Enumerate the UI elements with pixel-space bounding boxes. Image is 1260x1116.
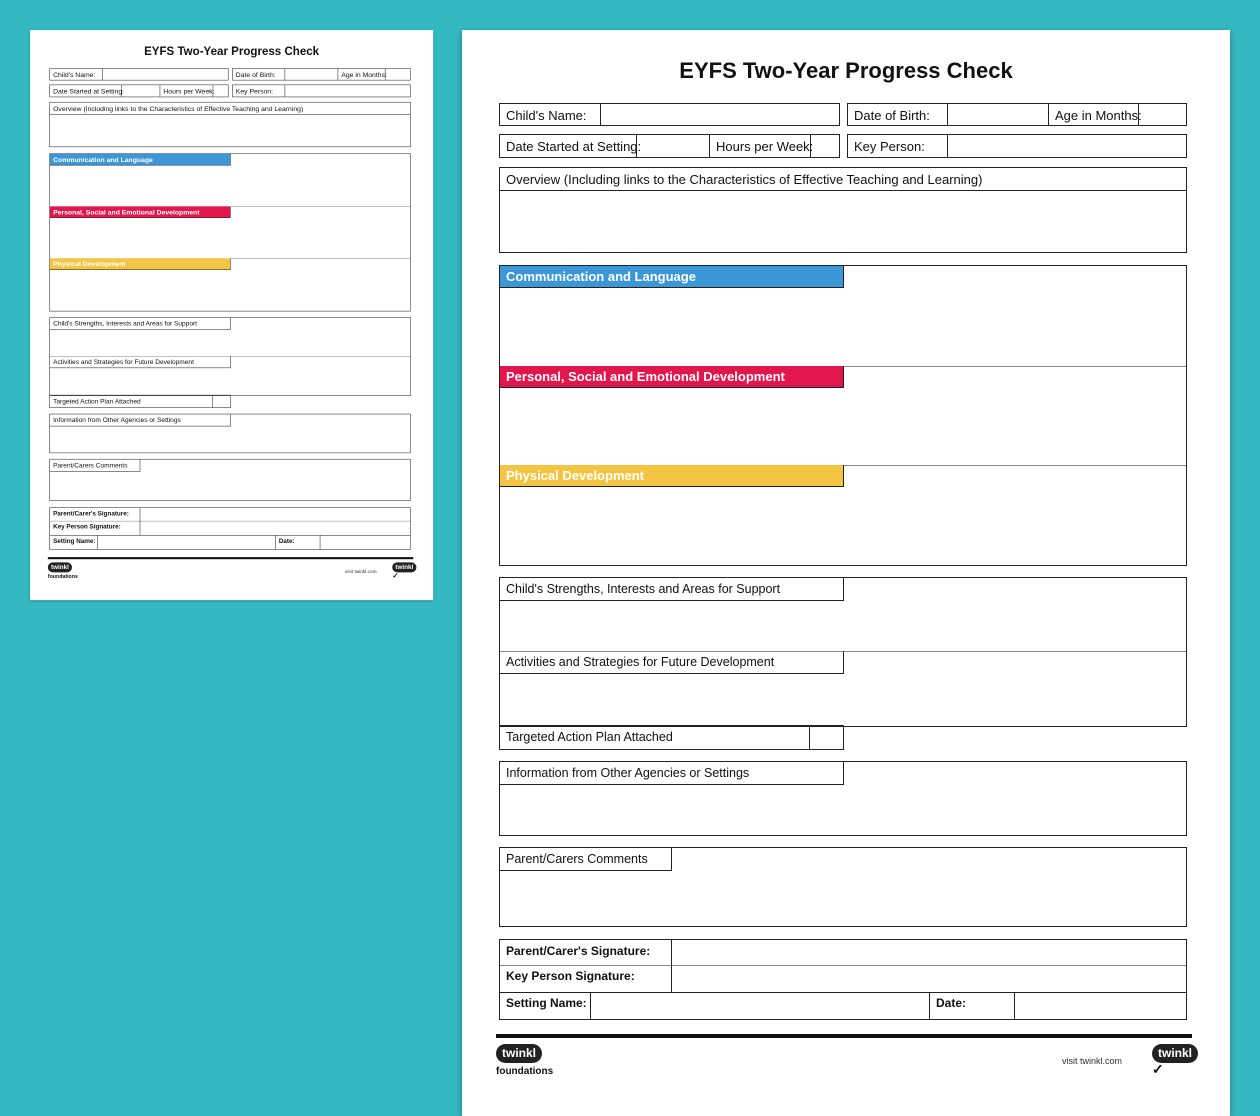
setting-name-field[interactable]: [98, 535, 276, 550]
area-physical-header: Physical Development: [500, 465, 844, 487]
childs-name-label: Child's Name:: [50, 68, 103, 80]
hours-label: Hours per Week:: [710, 135, 813, 157]
setting-name-label: Setting Name:: [500, 992, 591, 1019]
parent-signature-field[interactable]: [140, 508, 410, 522]
targeted-plan-checkbox[interactable]: [810, 726, 843, 749]
document-title: EYFS Two-Year Progress Check: [144, 44, 320, 58]
date-label: Date:: [930, 992, 1015, 1019]
visit-website-text: visit twinkl.com: [1062, 1056, 1123, 1066]
overview-label: Overview (Including links to the Charact…: [506, 172, 983, 187]
other-agencies-label: Information from Other Agencies or Setti…: [49, 414, 231, 427]
key-person-signature-field[interactable]: [140, 521, 410, 536]
key-person-label: Key Person:: [848, 135, 948, 157]
visit-website-text: visit twinkl.com: [345, 568, 377, 574]
key-person-signature-field[interactable]: [672, 965, 1186, 993]
hours-field[interactable]: [811, 135, 839, 157]
hours-label: Hours per Week:: [160, 85, 214, 97]
dob-row: Date of Birth: Age in Months:: [847, 103, 1187, 126]
targeted-plan-row: Targeted Action Plan Attached: [49, 394, 231, 408]
targeted-plan-label: Targeted Action Plan Attached: [50, 395, 213, 408]
signatures-box: Parent/Carer's Signature: Key Person Sig…: [49, 507, 411, 550]
dob-field[interactable]: [285, 69, 338, 80]
date-started-row: Date Started at Setting: Hours per Week:: [49, 84, 229, 98]
area-psed-header: Personal, Social and Emotional Developme…: [49, 206, 231, 218]
strengths-activities-box[interactable]: Child's Strengths, Interests and Areas f…: [499, 577, 1187, 727]
date-field[interactable]: [1015, 992, 1186, 1019]
parent-signature-label: Parent/Carer's Signature:: [500, 940, 672, 966]
targeted-plan-row: Targeted Action Plan Attached: [499, 725, 844, 750]
twinkl-foundations-logo: twinkl foundations: [47, 562, 78, 580]
area-psed-header: Personal, Social and Emotional Developme…: [500, 366, 844, 388]
targeted-plan-label: Targeted Action Plan Attached: [500, 726, 810, 749]
areas-box: Communication and Language Personal, Soc…: [499, 265, 1187, 566]
key-person-field[interactable]: [285, 85, 410, 97]
area-communication-header: Communication and Language: [500, 266, 844, 288]
footer-divider: [47, 557, 414, 560]
date-label: Date:: [276, 535, 321, 550]
childs-name-row: Child's Name:: [499, 103, 840, 126]
dob-label: Date of Birth:: [848, 104, 948, 125]
key-person-field[interactable]: [948, 135, 1186, 157]
hours-field[interactable]: [213, 85, 228, 97]
parent-comments-label: Parent/Carers Comments: [49, 459, 141, 472]
dob-field[interactable]: [948, 104, 1048, 125]
parent-comments-box[interactable]: Parent/Carers Comments: [49, 458, 411, 501]
twinkl-quality-logo: twinkl ✓: [1152, 1044, 1199, 1076]
date-started-label: Date Started at Setting:: [500, 135, 641, 157]
age-label: Age in Months:: [337, 68, 387, 80]
date-started-label: Date Started at Setting:: [50, 85, 124, 97]
date-started-field[interactable]: [122, 85, 161, 97]
document-title: EYFS Two-Year Progress Check: [679, 58, 1013, 83]
other-agencies-label: Information from Other Agencies or Setti…: [500, 762, 844, 785]
setting-name-label: Setting Name:: [50, 535, 98, 550]
targeted-plan-checkbox[interactable]: [213, 395, 230, 407]
childs-name-label: Child's Name:: [500, 104, 601, 125]
childs-name-row: Child's Name:: [49, 68, 229, 81]
key-person-row: Key Person:: [232, 84, 411, 98]
overview-label: Overview (Including links to the Charact…: [53, 104, 304, 113]
footer-divider: [496, 1034, 1192, 1038]
parent-signature-field[interactable]: [672, 940, 1186, 966]
key-person-signature-label: Key Person Signature:: [50, 520, 141, 536]
parent-comments-label: Parent/Carers Comments: [500, 848, 672, 871]
key-person-row: Key Person:: [847, 134, 1187, 158]
parent-signature-label: Parent/Carer's Signature:: [50, 507, 141, 522]
activities-label: Activities and Strategies for Future Dev…: [500, 651, 844, 674]
area-physical-header: Physical Development: [49, 258, 231, 270]
twinkl-quality-logo: twinkl ✓: [392, 562, 417, 579]
strengths-label: Child's Strengths, Interests and Areas f…: [500, 578, 844, 601]
document-page-preview-small: EYFS Two-Year Progress Check Child's Nam…: [30, 30, 434, 601]
overview-box[interactable]: Overview (Including links to the Charact…: [499, 167, 1187, 253]
age-label: Age in Months:: [1048, 104, 1142, 125]
key-person-signature-label: Key Person Signature:: [500, 965, 672, 993]
signatures-box: Parent/Carer's Signature: Key Person Sig…: [499, 939, 1187, 1020]
age-field[interactable]: [385, 69, 410, 80]
strengths-label: Child's Strengths, Interests and Areas f…: [49, 317, 231, 330]
childs-name-field[interactable]: [103, 69, 228, 80]
document-page-preview-large: EYFS Two-Year Progress Check Child's Nam…: [462, 30, 1230, 1116]
childs-name-field[interactable]: [601, 104, 839, 125]
dob-row: Date of Birth: Age in Months:: [232, 68, 411, 81]
parent-comments-box[interactable]: Parent/Carers Comments: [499, 847, 1187, 927]
date-started-field[interactable]: [637, 135, 710, 157]
overview-box[interactable]: Overview (Including links to the Charact…: [49, 101, 411, 148]
strengths-activities-box[interactable]: Child's Strengths, Interests and Areas f…: [49, 317, 411, 396]
age-field[interactable]: [1139, 104, 1186, 125]
date-field[interactable]: [320, 535, 410, 549]
other-agencies-box[interactable]: Information from Other Agencies or Setti…: [499, 761, 1187, 836]
twinkl-foundations-logo: twinkl foundations: [496, 1044, 554, 1077]
area-communication-header: Communication and Language: [49, 153, 231, 166]
date-started-row: Date Started at Setting: Hours per Week:: [499, 134, 840, 158]
other-agencies-box[interactable]: Information from Other Agencies or Setti…: [49, 413, 411, 454]
dob-label: Date of Birth:: [233, 68, 286, 80]
setting-name-field[interactable]: [591, 992, 930, 1019]
activities-label: Activities and Strategies for Future Dev…: [49, 356, 231, 369]
areas-box: Communication and Language Personal, Soc…: [49, 153, 411, 312]
key-person-label: Key Person:: [233, 85, 286, 97]
